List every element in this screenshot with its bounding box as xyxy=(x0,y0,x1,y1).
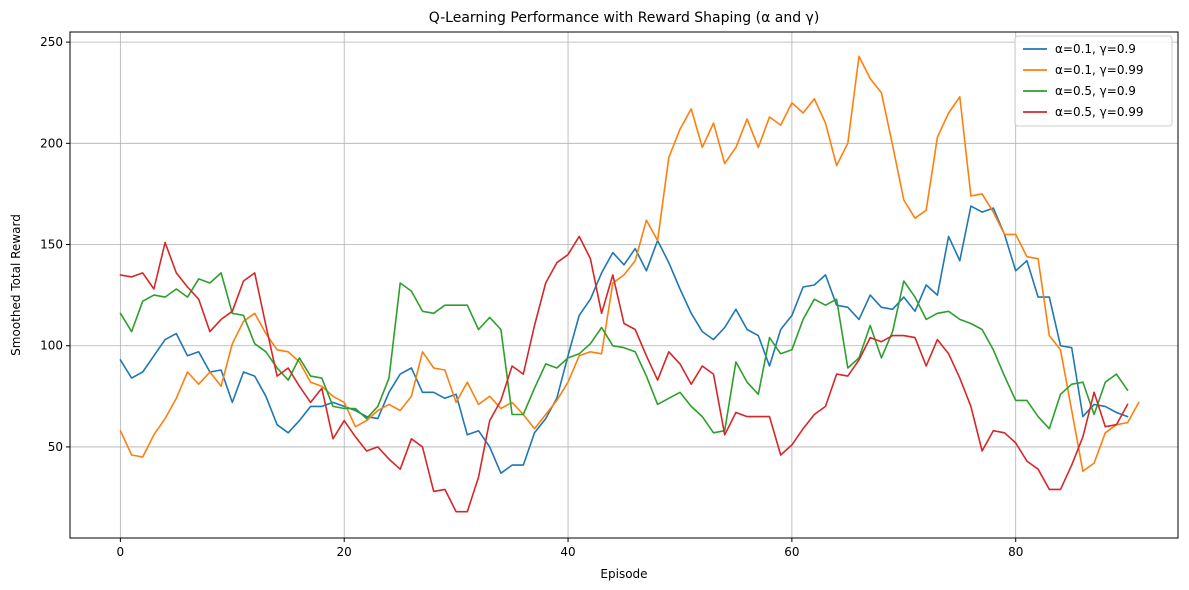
grid-lines xyxy=(70,32,1178,538)
y-tick-label: 100 xyxy=(40,339,63,353)
series-line-2 xyxy=(119,55,1140,473)
legend-label: α=0.1, γ=0.9 xyxy=(1055,42,1136,56)
legend-label: α=0.1, γ=0.99 xyxy=(1055,63,1144,77)
x-tick-label: 0 xyxy=(117,545,125,559)
series-line-3 xyxy=(119,272,1129,434)
x-tick-label: 60 xyxy=(784,545,799,559)
series-lines xyxy=(119,55,1140,513)
chart-title: Q-Learning Performance with Reward Shapi… xyxy=(429,10,820,26)
y-tick-label: 200 xyxy=(40,136,63,150)
plot-frame xyxy=(69,31,1179,539)
legend-box xyxy=(1014,35,1173,127)
x-axis-label: Episode xyxy=(600,567,647,581)
series-line-4 xyxy=(119,235,1129,513)
y-axis-ticks: 50 100 150 200 250 xyxy=(40,35,70,454)
y-tick-label: 250 xyxy=(40,35,63,49)
series-line-1 xyxy=(119,205,1129,475)
y-tick-label: 50 xyxy=(48,440,63,454)
legend: α=0.1, γ=0.9 α=0.1, γ=0.99 α=0.5, γ=0.9 α=0… xyxy=(1014,35,1173,127)
x-tick-label: 20 xyxy=(337,545,352,559)
legend-label: α=0.5, γ=0.99 xyxy=(1055,105,1144,119)
x-tick-label: 80 xyxy=(1008,545,1023,559)
y-tick-label: 150 xyxy=(40,238,63,252)
x-axis-ticks: 0 20 40 60 80 xyxy=(117,538,1023,559)
x-tick-label: 40 xyxy=(560,545,575,559)
y-axis-label: Smoothed Total Reward xyxy=(9,214,23,356)
legend-label: α=0.5, γ=0.9 xyxy=(1055,84,1136,98)
